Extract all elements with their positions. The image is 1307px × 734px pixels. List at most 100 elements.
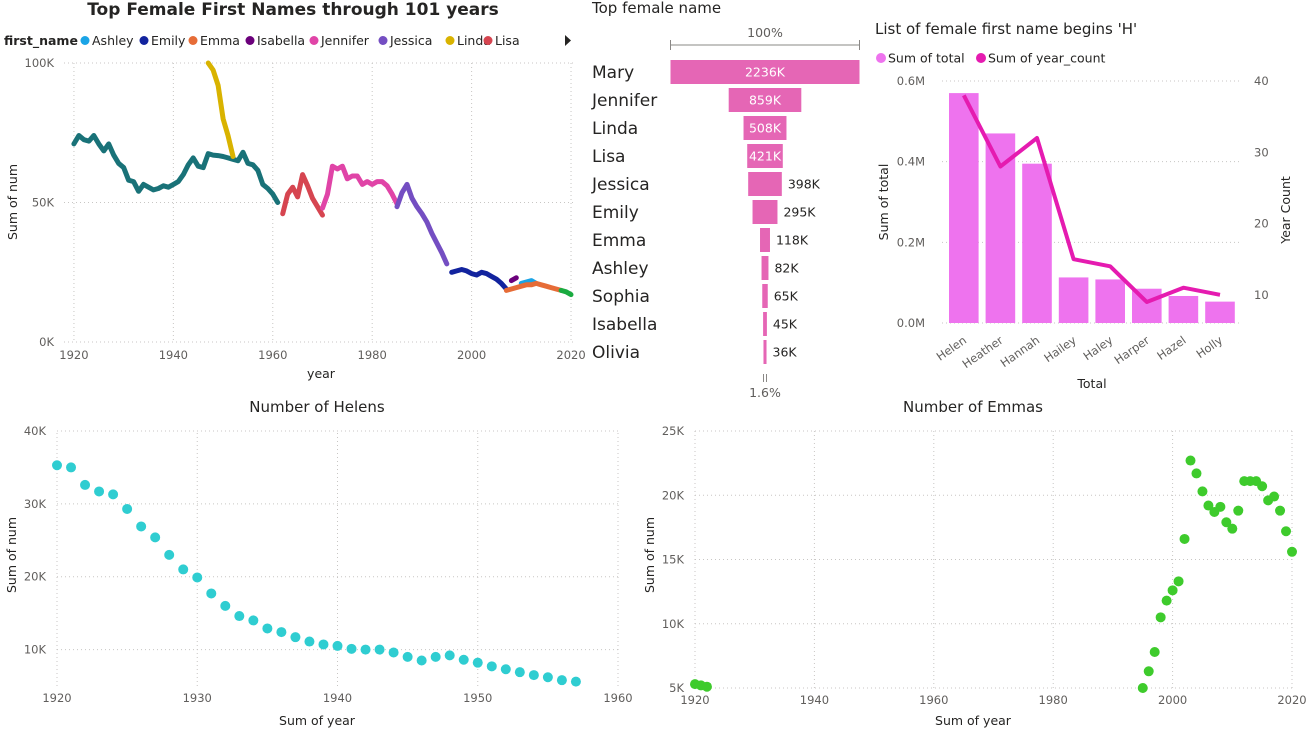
legend-item: Isabella — [257, 33, 305, 48]
x-tick-label: Hannah — [998, 333, 1043, 370]
scatter-point — [458, 654, 469, 665]
y-tick-label: 30K — [24, 497, 47, 511]
chart-title: List of female first name begins 'H' — [875, 20, 1137, 38]
y-tick-label: 10K — [24, 643, 47, 657]
scatter-point — [290, 632, 301, 643]
y-tick-label: 15K — [662, 553, 685, 567]
x-tick-label: 2020 — [1277, 693, 1306, 707]
y2-tick-label: 30 — [1254, 145, 1269, 159]
funnel-bar — [760, 228, 770, 252]
legend-next-icon — [565, 35, 571, 46]
legend-marker — [188, 36, 198, 45]
category-label: Jessica — [591, 175, 650, 195]
bar — [1205, 301, 1235, 323]
x-axis-label: Sum of year — [935, 713, 1012, 728]
scatter-point — [122, 503, 133, 514]
scatter-point — [528, 670, 539, 681]
series-line — [503, 280, 564, 293]
scatter-point — [472, 657, 483, 668]
legend-item: Emily — [151, 33, 186, 48]
bar — [1168, 295, 1199, 323]
scatter-point — [1281, 526, 1292, 537]
series-line — [280, 172, 325, 218]
scatter-point — [542, 672, 553, 683]
y-tick-label: 50K — [32, 196, 55, 210]
scatter-point — [1287, 546, 1297, 557]
funnel-bar — [763, 312, 767, 336]
legend-item: Jessica — [389, 33, 432, 48]
series-line — [71, 133, 281, 205]
x-tick-label: 1940 — [323, 691, 352, 705]
scatter-point — [80, 479, 91, 490]
data-label: 118K — [776, 233, 809, 248]
series-line — [394, 181, 450, 267]
y-tick-label: 0.4M — [897, 155, 925, 169]
data-label: 36K — [773, 345, 798, 360]
y-tick-label: 20K — [24, 570, 47, 584]
funnel-bar — [743, 116, 787, 140]
scatter-point — [1257, 481, 1268, 492]
x-tick-label: 1920 — [59, 348, 88, 362]
scatter-point — [332, 640, 343, 651]
bar — [949, 93, 979, 323]
category-label: Emily — [592, 203, 639, 223]
scatter-point — [108, 489, 119, 500]
legend-marker — [483, 36, 493, 45]
y-tick-label: 0.0M — [897, 316, 925, 330]
data-label: 82K — [774, 261, 799, 276]
scatter-point — [234, 611, 245, 622]
x-tick-label: Haley — [1081, 333, 1116, 363]
x-tick-label: 1980 — [358, 348, 387, 362]
scatter-point — [304, 636, 315, 647]
data-label: 508K — [749, 121, 782, 136]
x-tick-label: Hazel — [1154, 333, 1188, 363]
funnel-bar — [762, 284, 768, 308]
y-tick-label: 0.2M — [897, 235, 925, 249]
y-axis-label: Sum of num — [5, 164, 20, 240]
y2-tick-label: 40 — [1254, 74, 1269, 88]
legend-item: Sum of total — [888, 51, 965, 66]
x-tick-label: 1930 — [183, 691, 212, 705]
scatter-point — [206, 588, 217, 599]
bar — [985, 133, 1016, 323]
funnel-bar — [747, 144, 783, 168]
y-axis-label: Sum of num — [4, 517, 19, 593]
scatter-point — [1269, 491, 1280, 502]
x-tick-label: 1950 — [463, 691, 492, 705]
legend-item: Lisa — [495, 33, 520, 48]
chart-title: Top female name — [591, 0, 721, 17]
data-label: 45K — [773, 317, 798, 332]
x-axis-label: year — [307, 366, 336, 381]
category-label: Ashley — [592, 259, 649, 279]
legend-marker — [139, 36, 149, 45]
funnel-bar — [752, 200, 778, 224]
scatter-point — [318, 639, 329, 650]
x-tick-label: 1920 — [680, 693, 709, 707]
scatter-point — [1155, 612, 1166, 623]
y2-axis-label: Year Count — [1278, 176, 1293, 245]
scatter-point — [52, 460, 62, 471]
data-label: 2236K — [745, 65, 786, 80]
x-tick-label: 2000 — [1158, 693, 1187, 707]
scatter-point — [262, 623, 273, 634]
scatter-point — [388, 647, 399, 658]
scatter-point — [1191, 468, 1202, 479]
x-tick-label: 1920 — [42, 691, 71, 705]
scatter-point — [192, 572, 203, 583]
legend-item: Sum of year_count — [988, 51, 1106, 66]
scatter-point — [486, 661, 497, 672]
data-label: 295K — [783, 205, 816, 220]
legend-title: first_name — [4, 33, 78, 49]
y2-tick-label: 10 — [1254, 288, 1269, 302]
y-tick-label: 10K — [662, 617, 685, 631]
y-tick-label: 25K — [662, 424, 685, 438]
scatter-point — [556, 675, 567, 686]
scatter-point — [1203, 500, 1214, 511]
category-label: Mary — [592, 63, 634, 83]
x-tick-label: Heather — [960, 333, 1006, 371]
funnel-bar — [763, 340, 767, 364]
series-line — [205, 60, 236, 159]
scatter-point — [701, 681, 712, 692]
scatter-point — [66, 462, 77, 473]
scatter-point — [1167, 585, 1178, 596]
